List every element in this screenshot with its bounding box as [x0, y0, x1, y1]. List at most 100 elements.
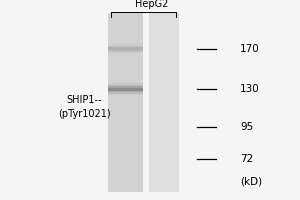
Bar: [108, 140, 142, 141]
Bar: [108, 108, 142, 110]
Bar: [108, 180, 142, 182]
Bar: [108, 116, 142, 117]
Bar: [108, 191, 142, 192]
Bar: [148, 123, 178, 125]
Bar: [108, 77, 142, 79]
Bar: [108, 91, 142, 92]
Bar: [148, 61, 178, 62]
Bar: [148, 164, 178, 165]
Bar: [108, 183, 142, 185]
Bar: [108, 167, 142, 168]
Bar: [148, 77, 178, 79]
Bar: [148, 182, 178, 183]
Bar: [108, 173, 142, 174]
Bar: [148, 53, 178, 55]
Bar: [108, 16, 142, 17]
Bar: [108, 188, 142, 189]
Bar: [148, 113, 178, 114]
Bar: [108, 170, 142, 171]
Bar: [148, 23, 178, 25]
Bar: [108, 153, 142, 155]
Bar: [148, 14, 178, 16]
Bar: [148, 177, 178, 179]
Bar: [108, 73, 142, 74]
Bar: [108, 98, 142, 100]
Bar: [108, 95, 142, 97]
Bar: [148, 167, 178, 168]
Bar: [108, 29, 142, 31]
Bar: [148, 26, 178, 28]
Bar: [108, 141, 142, 143]
Bar: [148, 170, 178, 171]
Bar: [108, 61, 142, 62]
Bar: [148, 122, 178, 123]
Bar: [148, 186, 178, 188]
Bar: [148, 126, 178, 128]
Bar: [148, 86, 178, 88]
Bar: [148, 149, 178, 150]
Bar: [148, 137, 178, 138]
Bar: [148, 29, 178, 31]
Bar: [148, 150, 178, 152]
Bar: [148, 147, 178, 149]
Bar: [148, 152, 178, 153]
Bar: [108, 52, 142, 53]
Bar: [148, 159, 178, 161]
Bar: [148, 64, 178, 65]
Bar: [108, 22, 142, 23]
Bar: [148, 92, 178, 94]
Bar: [108, 32, 142, 34]
Bar: [148, 50, 178, 52]
Bar: [108, 49, 142, 50]
Bar: [148, 104, 178, 105]
Bar: [108, 126, 142, 128]
Bar: [148, 171, 178, 173]
Bar: [108, 74, 142, 76]
Bar: [108, 146, 142, 147]
Bar: [148, 94, 178, 95]
Bar: [148, 158, 178, 159]
Bar: [148, 132, 178, 134]
Bar: [148, 73, 178, 74]
Bar: [148, 28, 178, 29]
Bar: [148, 108, 178, 110]
Bar: [148, 191, 178, 192]
Bar: [148, 129, 178, 131]
Bar: [148, 46, 178, 47]
Bar: [148, 62, 178, 64]
Bar: [108, 50, 142, 52]
Bar: [148, 101, 178, 102]
Text: HepG2: HepG2: [135, 0, 168, 9]
Bar: [108, 113, 142, 114]
Bar: [108, 125, 142, 126]
Bar: [108, 35, 142, 37]
Bar: [108, 119, 142, 120]
Bar: [148, 41, 178, 43]
Bar: [108, 189, 142, 191]
Bar: [108, 137, 142, 138]
Bar: [108, 123, 142, 125]
Bar: [148, 22, 178, 23]
Bar: [108, 41, 142, 43]
Bar: [108, 168, 142, 170]
Bar: [148, 183, 178, 185]
Bar: [148, 74, 178, 76]
Bar: [108, 47, 142, 49]
Bar: [148, 49, 178, 50]
Bar: [108, 82, 142, 83]
Bar: [108, 128, 142, 129]
Text: SHIP1--: SHIP1--: [66, 95, 102, 105]
Bar: [108, 68, 142, 70]
Bar: [108, 162, 142, 164]
Bar: [108, 46, 142, 47]
Bar: [148, 56, 178, 58]
Bar: [148, 95, 178, 97]
Bar: [108, 117, 142, 119]
Bar: [148, 102, 178, 104]
Bar: [148, 107, 178, 108]
Bar: [148, 117, 178, 119]
Bar: [108, 161, 142, 162]
Bar: [148, 68, 178, 70]
Bar: [148, 25, 178, 26]
Bar: [148, 168, 178, 170]
